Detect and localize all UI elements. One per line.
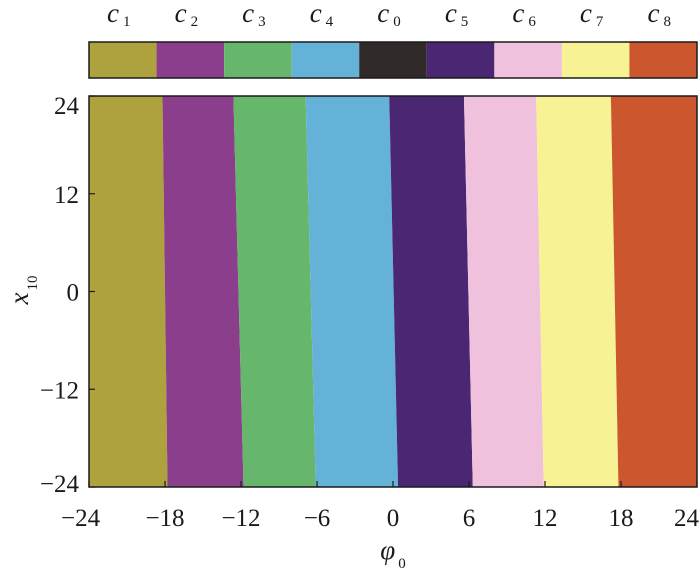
legend-swatch-c8 [629,42,697,78]
x-tick-label: 18 [609,505,634,532]
region-c6 [463,96,544,487]
legend-swatch-c7 [561,42,630,78]
x-tick-label: −12 [221,505,260,532]
region-c2 [162,96,244,487]
legend-swatch-c3 [224,42,292,78]
legend-swatch-c6 [494,42,562,78]
x-axis-symbol: φ [380,535,395,565]
y-axis-title: x10 [4,276,41,306]
plot-regions [89,96,697,487]
y-tick-label: 12 [54,182,79,209]
x-tick-label: −24 [61,505,101,532]
legend-swatch-c0 [359,42,427,78]
y-axis-symbol: x [4,292,34,305]
legend-swatch-c4 [291,42,360,78]
legend-swatch-c5 [426,42,495,78]
region-c8 [610,96,697,487]
x-tick-label: 0 [387,505,400,532]
legend-swatch-c1 [89,42,157,78]
region-c4 [305,96,399,487]
x-tick-label: 24 [674,505,700,532]
x-tick-label: 12 [533,505,558,532]
x-axis-ticks: −24 −18 −12 −6 0 6 12 18 24 [61,481,700,532]
y-tick-label: 0 [67,280,80,307]
x-axis-subscript: 0 [398,556,406,570]
x-tick-label: 6 [463,505,476,532]
legend-swatch-c2 [156,42,225,78]
region-c7 [536,96,619,487]
x-tick-label: −6 [304,505,331,532]
legend-frame [88,41,698,79]
region-c5 [389,96,473,487]
x-tick-label: −18 [145,505,184,532]
region-c1 [89,96,168,487]
y-tick-label: 24 [54,93,80,120]
y-tick-label: −12 [40,377,79,404]
region-c3 [233,96,316,487]
y-tick-label: −24 [40,471,80,498]
y-axis-ticks: 24 12 0 −12 −24 [40,93,95,498]
y-axis-subscript: 10 [25,276,41,291]
legend-colorbar [88,41,698,79]
